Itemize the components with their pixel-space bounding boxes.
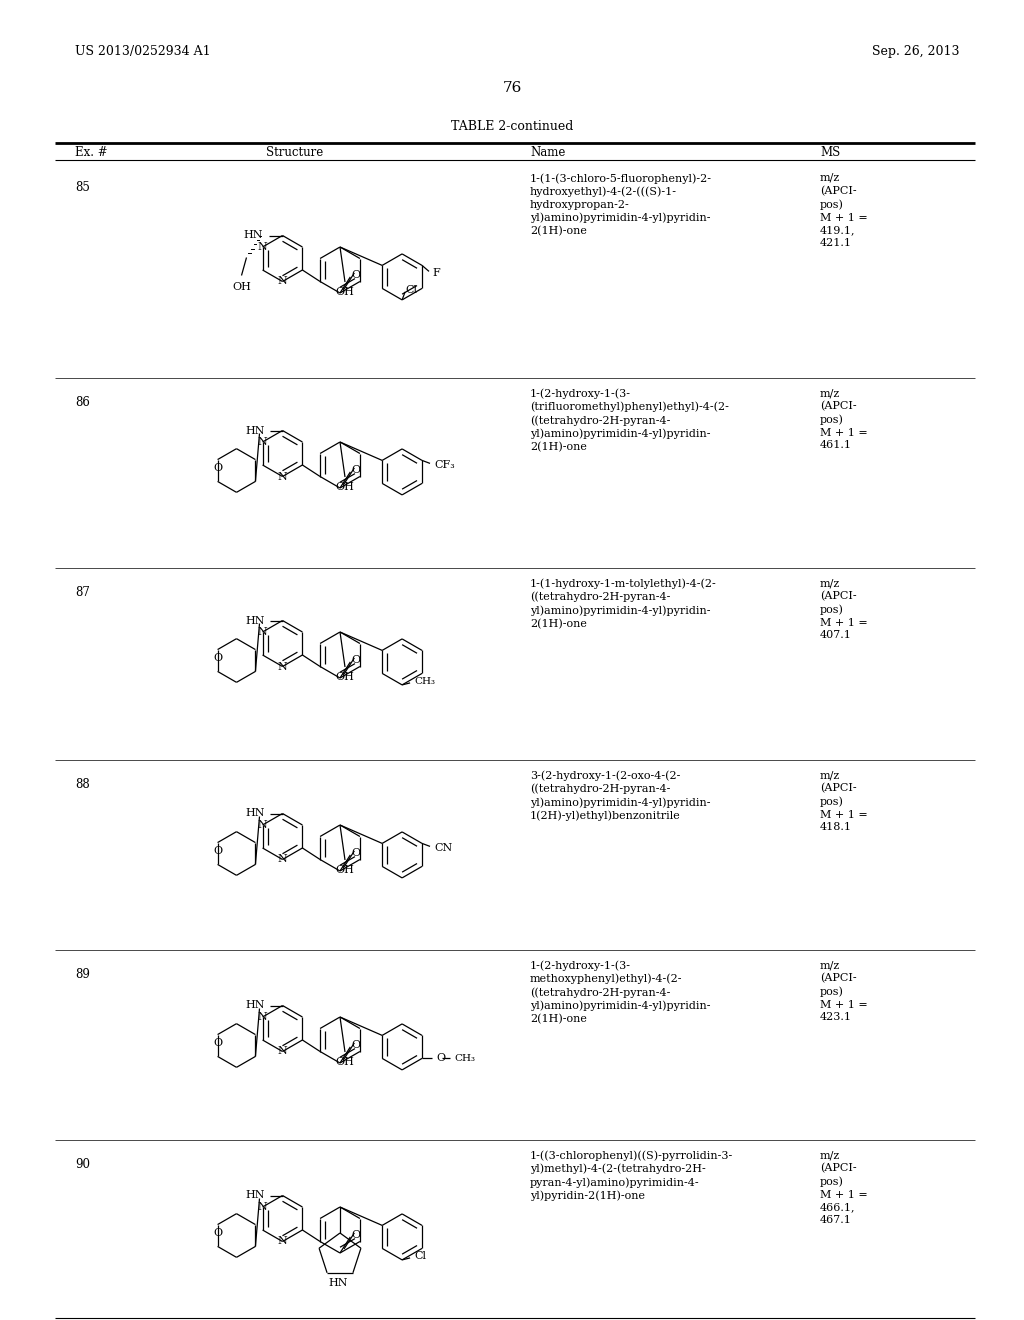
Text: CF₃: CF₃	[434, 461, 455, 470]
Text: N: N	[278, 661, 288, 672]
Text: TABLE 2-continued: TABLE 2-continued	[451, 120, 573, 132]
Text: 87: 87	[75, 586, 90, 599]
Text: O: O	[213, 1228, 222, 1238]
Text: OH: OH	[336, 286, 354, 297]
Text: 76: 76	[503, 81, 521, 95]
Text: CH₃: CH₃	[454, 1053, 475, 1063]
Text: OH: OH	[232, 282, 251, 293]
Text: OH: OH	[336, 865, 354, 875]
Text: O: O	[213, 846, 222, 855]
Text: F: F	[432, 268, 439, 279]
Text: Ex. #: Ex. #	[75, 145, 108, 158]
Text: O: O	[213, 652, 222, 663]
Text: 1-(1-(3-chloro-5-fluorophenyl)-2-
hydroxyethyl)-4-(2-(((S)-1-
hydroxypropan-2-
y: 1-(1-(3-chloro-5-fluorophenyl)-2- hydrox…	[530, 173, 712, 236]
Text: N: N	[278, 471, 288, 482]
Text: N: N	[278, 854, 288, 865]
Text: 86: 86	[75, 396, 90, 409]
Text: OH: OH	[336, 672, 354, 682]
Text: HN: HN	[329, 1278, 348, 1288]
Text: m/z
(APCI-
pos)
M + 1 =
419.1,
421.1: m/z (APCI- pos) M + 1 = 419.1, 421.1	[820, 173, 867, 248]
Text: N: N	[258, 820, 267, 830]
Text: N: N	[278, 276, 288, 286]
Text: m/z
(APCI-
pos)
M + 1 =
418.1: m/z (APCI- pos) M + 1 = 418.1	[820, 770, 867, 833]
Text: m/z
(APCI-
pos)
M + 1 =
466.1,
467.1: m/z (APCI- pos) M + 1 = 466.1, 467.1	[820, 1150, 867, 1225]
Text: Sep. 26, 2013: Sep. 26, 2013	[872, 45, 961, 58]
Text: O: O	[352, 465, 360, 475]
Text: m/z
(APCI-
pos)
M + 1 =
423.1: m/z (APCI- pos) M + 1 = 423.1	[820, 960, 867, 1023]
Text: O: O	[352, 847, 360, 858]
Text: Cl: Cl	[414, 1251, 426, 1261]
Text: N: N	[278, 1237, 288, 1246]
Text: N: N	[278, 1047, 288, 1056]
Text: N: N	[258, 627, 267, 638]
Text: 1-(1-hydroxy-1-m-tolylethyl)-4-(2-
((tetrahydro-2H-pyran-4-
yl)amino)pyrimidin-4: 1-(1-hydroxy-1-m-tolylethyl)-4-(2- ((tet…	[530, 578, 717, 628]
Text: O: O	[436, 1053, 445, 1064]
Text: 1-(2-hydroxy-1-(3-
(trifluoromethyl)phenyl)ethyl)-4-(2-
((tetrahydro-2H-pyran-4-: 1-(2-hydroxy-1-(3- (trifluoromethyl)phen…	[530, 388, 729, 453]
Text: O: O	[352, 1230, 360, 1239]
Text: CN: CN	[434, 843, 453, 854]
Text: 3-(2-hydroxy-1-(2-oxo-4-(2-
((tetrahydro-2H-pyran-4-
yl)amino)pyrimidin-4-yl)pyr: 3-(2-hydroxy-1-(2-oxo-4-(2- ((tetrahydro…	[530, 770, 711, 821]
Text: MS: MS	[820, 145, 841, 158]
Text: HN: HN	[245, 1191, 264, 1200]
Text: N: N	[258, 437, 267, 447]
Text: US 2013/0252934 A1: US 2013/0252934 A1	[75, 45, 211, 58]
Text: 88: 88	[75, 777, 90, 791]
Text: OH: OH	[336, 482, 354, 492]
Text: CH₃: CH₃	[414, 677, 435, 686]
Text: 1-((3-chlorophenyl)((S)-pyrrolidin-3-
yl)methyl)-4-(2-(tetrahydro-2H-
pyran-4-yl: 1-((3-chlorophenyl)((S)-pyrrolidin-3- yl…	[530, 1150, 733, 1201]
Text: O: O	[352, 269, 360, 280]
Text: HN: HN	[245, 808, 264, 818]
Text: O: O	[213, 462, 222, 473]
Text: Cl: Cl	[406, 285, 417, 294]
Text: 89: 89	[75, 968, 90, 981]
Text: OH: OH	[336, 1057, 354, 1067]
Text: HN: HN	[245, 615, 264, 626]
Text: 85: 85	[75, 181, 90, 194]
Text: HN: HN	[245, 1001, 264, 1011]
Text: O: O	[352, 655, 360, 665]
Text: N: N	[258, 1012, 267, 1022]
Text: 90: 90	[75, 1158, 90, 1171]
Text: HN: HN	[245, 425, 264, 436]
Text: m/z
(APCI-
pos)
M + 1 =
461.1: m/z (APCI- pos) M + 1 = 461.1	[820, 388, 867, 450]
Text: O: O	[213, 1038, 222, 1048]
Text: Name: Name	[530, 145, 565, 158]
Text: Structure: Structure	[266, 145, 324, 158]
Text: m/z
(APCI-
pos)
M + 1 =
407.1: m/z (APCI- pos) M + 1 = 407.1	[820, 578, 867, 640]
Text: N: N	[258, 242, 267, 252]
Text: 1-(2-hydroxy-1-(3-
methoxyphenyl)ethyl)-4-(2-
((tetrahydro-2H-pyran-4-
yl)amino): 1-(2-hydroxy-1-(3- methoxyphenyl)ethyl)-…	[530, 960, 711, 1024]
Text: N: N	[258, 1203, 267, 1212]
Text: O: O	[352, 1040, 360, 1049]
Text: HN: HN	[243, 231, 262, 240]
